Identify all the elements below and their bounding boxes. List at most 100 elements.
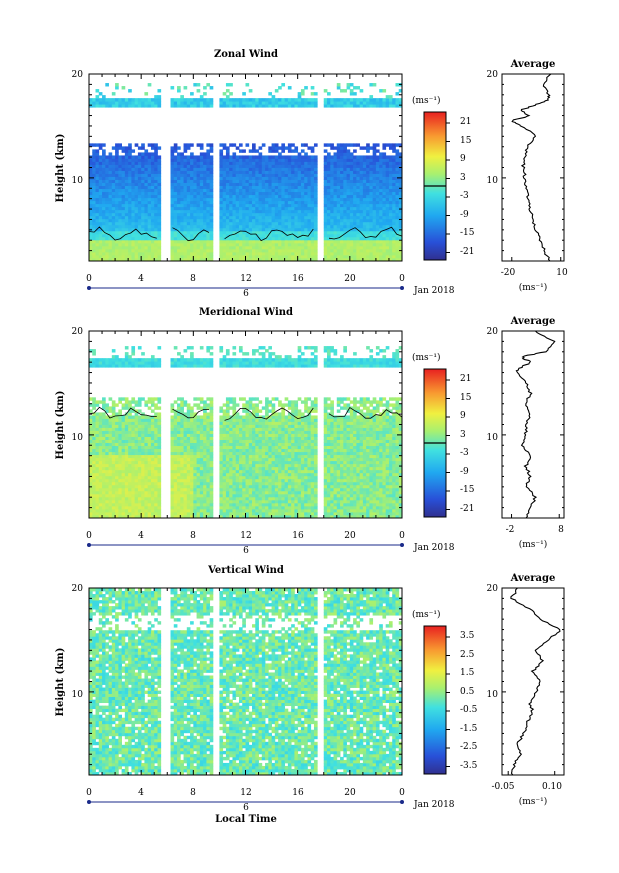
heatmap-cell (137, 152, 142, 156)
heatmap-cell (154, 502, 158, 507)
heatmap-cell (346, 191, 351, 196)
heatmap-cell (395, 514, 400, 519)
heatmap-cell (366, 173, 370, 177)
heatmap-cell (375, 98, 380, 102)
heatmap-cell (92, 149, 96, 153)
heatmap-cell (150, 176, 155, 180)
heatmap-cell (147, 230, 152, 235)
heatmap-cell (366, 511, 370, 516)
heatmap-cell (206, 481, 211, 486)
heatmap-cell (105, 248, 109, 253)
heatmap-cell (124, 188, 129, 193)
heatmap-cell (291, 167, 295, 171)
heatmap-cell (333, 248, 338, 253)
heatmap-cell (173, 251, 178, 256)
heatmap-cell (186, 188, 191, 193)
heatmap-cell (265, 254, 269, 259)
heatmap-cell (95, 101, 100, 105)
heatmap-cell (203, 478, 207, 483)
heatmap-cell (366, 233, 370, 238)
heatmap-cell (362, 206, 367, 211)
heatmap-cell (98, 218, 103, 223)
heatmap-cell (375, 215, 380, 220)
heatmap-cell (108, 254, 113, 259)
heatmap-cell (395, 242, 400, 247)
heatmap-cell (245, 254, 250, 259)
heatmap-cell (199, 101, 204, 105)
heatmap-cell (366, 508, 370, 513)
heatmap-cell (92, 158, 96, 162)
heatmap-cell (313, 233, 318, 238)
heatmap-cell (141, 179, 145, 183)
heatmap-cell (219, 155, 224, 159)
heatmap-cell (121, 209, 126, 214)
heatmap-cell (206, 511, 211, 516)
heatmap-cell (395, 179, 400, 183)
heatmap-cell (229, 487, 233, 492)
heatmap-cell (225, 248, 230, 253)
heatmap-cell (297, 209, 302, 214)
heatmap-cell (304, 245, 308, 250)
heatmap-cell (225, 197, 230, 202)
heatmap-cell (287, 487, 292, 492)
heatmap-cell (274, 502, 279, 507)
heatmap-cell (150, 104, 155, 108)
heatmap-cell (242, 239, 246, 244)
heatmap-cell (300, 194, 305, 199)
heatmap-cell (144, 164, 149, 168)
heatmap-cell (124, 490, 129, 495)
heatmap-cell (150, 215, 155, 220)
heatmap-cell (353, 176, 357, 180)
heatmap-cell (265, 490, 269, 495)
heatmap-cell (92, 245, 96, 250)
heatmap-cell (392, 206, 396, 211)
heatmap-cell (291, 493, 295, 498)
heatmap-cell (222, 98, 227, 102)
heatmap-cell (157, 212, 162, 217)
heatmap-cell (268, 215, 272, 220)
heatmap-cell (183, 499, 188, 504)
heatmap-cell (333, 493, 338, 498)
heatmap-cell (297, 182, 302, 186)
heatmap-cell (193, 203, 197, 208)
heatmap-cell (190, 209, 194, 214)
heatmap-cell (330, 194, 334, 199)
heatmap-cell (369, 496, 374, 501)
heatmap-cell (196, 161, 201, 165)
heatmap-cell (186, 493, 191, 498)
heatmap-cell (385, 248, 390, 253)
heatmap-cell (111, 179, 116, 183)
heatmap-cell (375, 502, 380, 507)
heatmap-cell (333, 218, 338, 223)
heatmap-cell (281, 203, 286, 208)
heatmap-cell (134, 167, 139, 171)
heatmap-cell (118, 514, 122, 519)
heatmap-cell (180, 502, 184, 507)
heatmap-cell (92, 511, 96, 516)
heatmap-cell (147, 493, 152, 498)
heatmap-cell (392, 257, 396, 262)
heatmap-cell (102, 209, 106, 214)
heatmap-cell (385, 490, 390, 495)
heatmap-cell (173, 200, 178, 205)
heatmap-cell (333, 239, 338, 244)
heatmap-cell (255, 173, 259, 177)
heatmap-cell (362, 499, 367, 504)
heatmap-cell (131, 502, 136, 507)
heatmap-cell (382, 155, 387, 159)
heatmap-cell (108, 218, 113, 223)
heatmap-cell (353, 101, 357, 105)
heatmap-cell (128, 197, 132, 202)
heatmap-cell (186, 173, 191, 177)
heatmap-cell (343, 221, 347, 226)
heatmap-cell (242, 227, 246, 232)
heatmap-cell (323, 194, 328, 199)
heatmap-cell (177, 104, 181, 108)
heatmap-cell (173, 203, 178, 208)
heatmap-cell (193, 104, 197, 108)
heatmap-cell (362, 245, 367, 250)
heatmap-cell (281, 227, 286, 232)
heatmap-cell (340, 170, 344, 174)
heatmap-cell (395, 502, 400, 507)
heatmap-cell (248, 239, 253, 244)
